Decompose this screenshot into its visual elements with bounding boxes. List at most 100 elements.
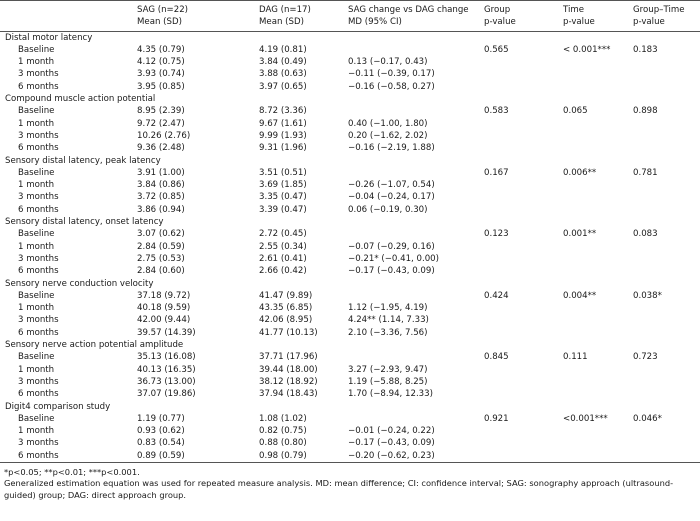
sag-cell: 4.35 (0.79) [137, 44, 185, 55]
group-p-cell [484, 142, 563, 154]
dag-cell: 3.51 (0.51) [259, 167, 307, 178]
time-p-cell [563, 191, 633, 203]
group-time-p-cell: 0.083 [633, 229, 658, 240]
timepoint-label: 3 months [18, 192, 59, 203]
group-time-p-cell: 0.183 [633, 44, 658, 55]
section-row: Sensory distal latency, onset latency [0, 216, 700, 228]
table-row: 1 month 0.93 (0.62) 0.82 (0.75) −0.01 (−0.2… [0, 425, 700, 437]
group-p-cell: 0.845 [484, 352, 509, 363]
sag-cell: 3.07 (0.62) [137, 229, 185, 240]
time-p-cell: 0.001** [563, 229, 597, 240]
group-p-cell [484, 265, 563, 277]
time-p-cell [563, 241, 633, 253]
sag-cell: 3.72 (0.85) [137, 192, 185, 203]
table-row: Baseline 3.91 (1.00) 3.51 (0.51) 0.167 0.006… [0, 167, 700, 179]
group-p-cell [484, 68, 563, 80]
table-row: 6 months 3.86 (0.94) 3.39 (0.47) 0.06 (−0.1… [0, 204, 700, 216]
group-p-cell [484, 327, 563, 339]
time-p-cell [563, 68, 633, 80]
timepoint-label: 3 months [18, 438, 59, 449]
group-p-cell [484, 388, 563, 400]
sag-cell: 2.84 (0.59) [137, 241, 185, 252]
timepoint-label: Baseline [18, 44, 55, 55]
section-row: Sensory nerve conduction velocity [0, 278, 700, 290]
dag-cell: 42.06 (8.95) [259, 315, 313, 326]
timepoint-label: 6 months [18, 450, 59, 461]
timepoint-label: Baseline [18, 290, 55, 301]
time-p-cell [563, 118, 633, 130]
md-cell: 1.19 (−5.88, 8.25) [348, 376, 428, 387]
dag-cell: 43.35 (6.85) [259, 303, 313, 314]
dag-cell: 2.61 (0.41) [259, 253, 307, 264]
timepoint-label: 1 month [18, 57, 55, 68]
table-row: 3 months 42.00 (9.44) 42.06 (8.95) 4.24** (… [0, 314, 700, 326]
md-cell [348, 167, 484, 179]
group-p-cell [484, 130, 563, 142]
group-time-p-cell [633, 425, 700, 437]
dag-cell: 37.94 (18.43) [259, 389, 318, 400]
footnote-methods: Generalized estimation equation was used… [4, 478, 674, 489]
timepoint-label: Baseline [18, 352, 55, 363]
section-row: Digit4 comparison study [0, 401, 700, 413]
timepoint-label: 1 month [18, 426, 55, 437]
sag-cell: 4.12 (0.75) [137, 57, 185, 68]
group-p-cell [484, 314, 563, 326]
md-cell: 0.40 (−1.00, 1.80) [348, 118, 428, 129]
table-row: Baseline 8.95 (2.39) 8.72 (3.36) 0.583 0.065… [0, 105, 700, 117]
table-row: 1 month 4.12 (0.75) 3.84 (0.49) 0.13 (−0.17… [0, 56, 700, 68]
footnotes: *p<0.05; **p<0.01; ***p<0.001. Generaliz… [0, 463, 700, 501]
time-p-cell [563, 204, 633, 216]
dag-cell: 3.97 (0.65) [259, 81, 307, 92]
group-time-p-cell [633, 388, 700, 400]
header-change: SAG change vs DAG change MD (95% CI) [348, 5, 469, 28]
section-row: Compound muscle action potential [0, 93, 700, 105]
table-row: 3 months 0.83 (0.54) 0.88 (0.80) −0.17 (−0.… [0, 437, 700, 449]
md-cell: 1.70 (−8.94, 12.33) [348, 389, 433, 400]
group-time-p-cell [633, 376, 700, 388]
timepoint-label: 6 months [18, 143, 59, 154]
sag-cell: 35.13 (16.08) [137, 352, 196, 363]
time-p-cell [563, 388, 633, 400]
timepoint-label: 1 month [18, 180, 55, 191]
sag-cell: 1.19 (0.77) [137, 413, 185, 424]
group-p-cell [484, 437, 563, 449]
section-title: Compound muscle action potential [5, 94, 156, 105]
time-p-cell [563, 142, 633, 154]
header-outcome [0, 1, 137, 32]
md-cell [348, 228, 484, 240]
group-time-p-cell [633, 437, 700, 449]
time-p-cell: <0.001*** [563, 413, 608, 424]
dag-cell: 38.12 (18.92) [259, 376, 318, 387]
sag-cell: 0.83 (0.54) [137, 438, 185, 449]
group-p-cell [484, 450, 563, 463]
table-row: 1 month 40.13 (16.35) 39.44 (18.00) 3.27 (−… [0, 364, 700, 376]
time-p-cell [563, 450, 633, 463]
md-cell: −0.11 (−0.39, 0.17) [348, 69, 435, 80]
sag-cell: 37.18 (9.72) [137, 290, 191, 301]
table-row: 6 months 0.89 (0.59) 0.98 (0.79) −0.20 (−0.… [0, 450, 700, 463]
dag-cell: 9.99 (1.93) [259, 130, 307, 141]
sag-cell: 3.84 (0.86) [137, 180, 185, 191]
section-row: Sensory nerve action potential amplitude [0, 339, 700, 351]
group-time-p-cell: 0.046* [633, 413, 662, 424]
time-p-cell [563, 364, 633, 376]
md-cell: −0.20 (−0.62, 0.23) [348, 450, 435, 461]
table-row: 3 months 10.26 (2.76) 9.99 (1.93) 0.20 (−1.… [0, 130, 700, 142]
table-row: 1 month 40.18 (9.59) 43.35 (6.85) 1.12 (−1.… [0, 302, 700, 314]
group-p-cell [484, 253, 563, 265]
sag-cell: 39.57 (14.39) [137, 327, 196, 338]
group-time-p-cell [633, 327, 700, 339]
group-p-cell [484, 81, 563, 93]
dag-cell: 39.44 (18.00) [259, 364, 318, 375]
md-cell: 2.10 (−3.36, 7.56) [348, 327, 428, 338]
sag-cell: 40.18 (9.59) [137, 303, 191, 314]
timepoint-label: 1 month [18, 303, 55, 314]
section-row: Distal motor latency [0, 31, 700, 44]
group-p-cell [484, 376, 563, 388]
md-cell [348, 44, 484, 56]
group-time-p-cell: 0.898 [633, 106, 658, 117]
group-p-cell [484, 56, 563, 68]
group-time-p-cell [633, 241, 700, 253]
sag-cell: 9.72 (2.47) [137, 118, 185, 129]
time-p-cell [563, 327, 633, 339]
